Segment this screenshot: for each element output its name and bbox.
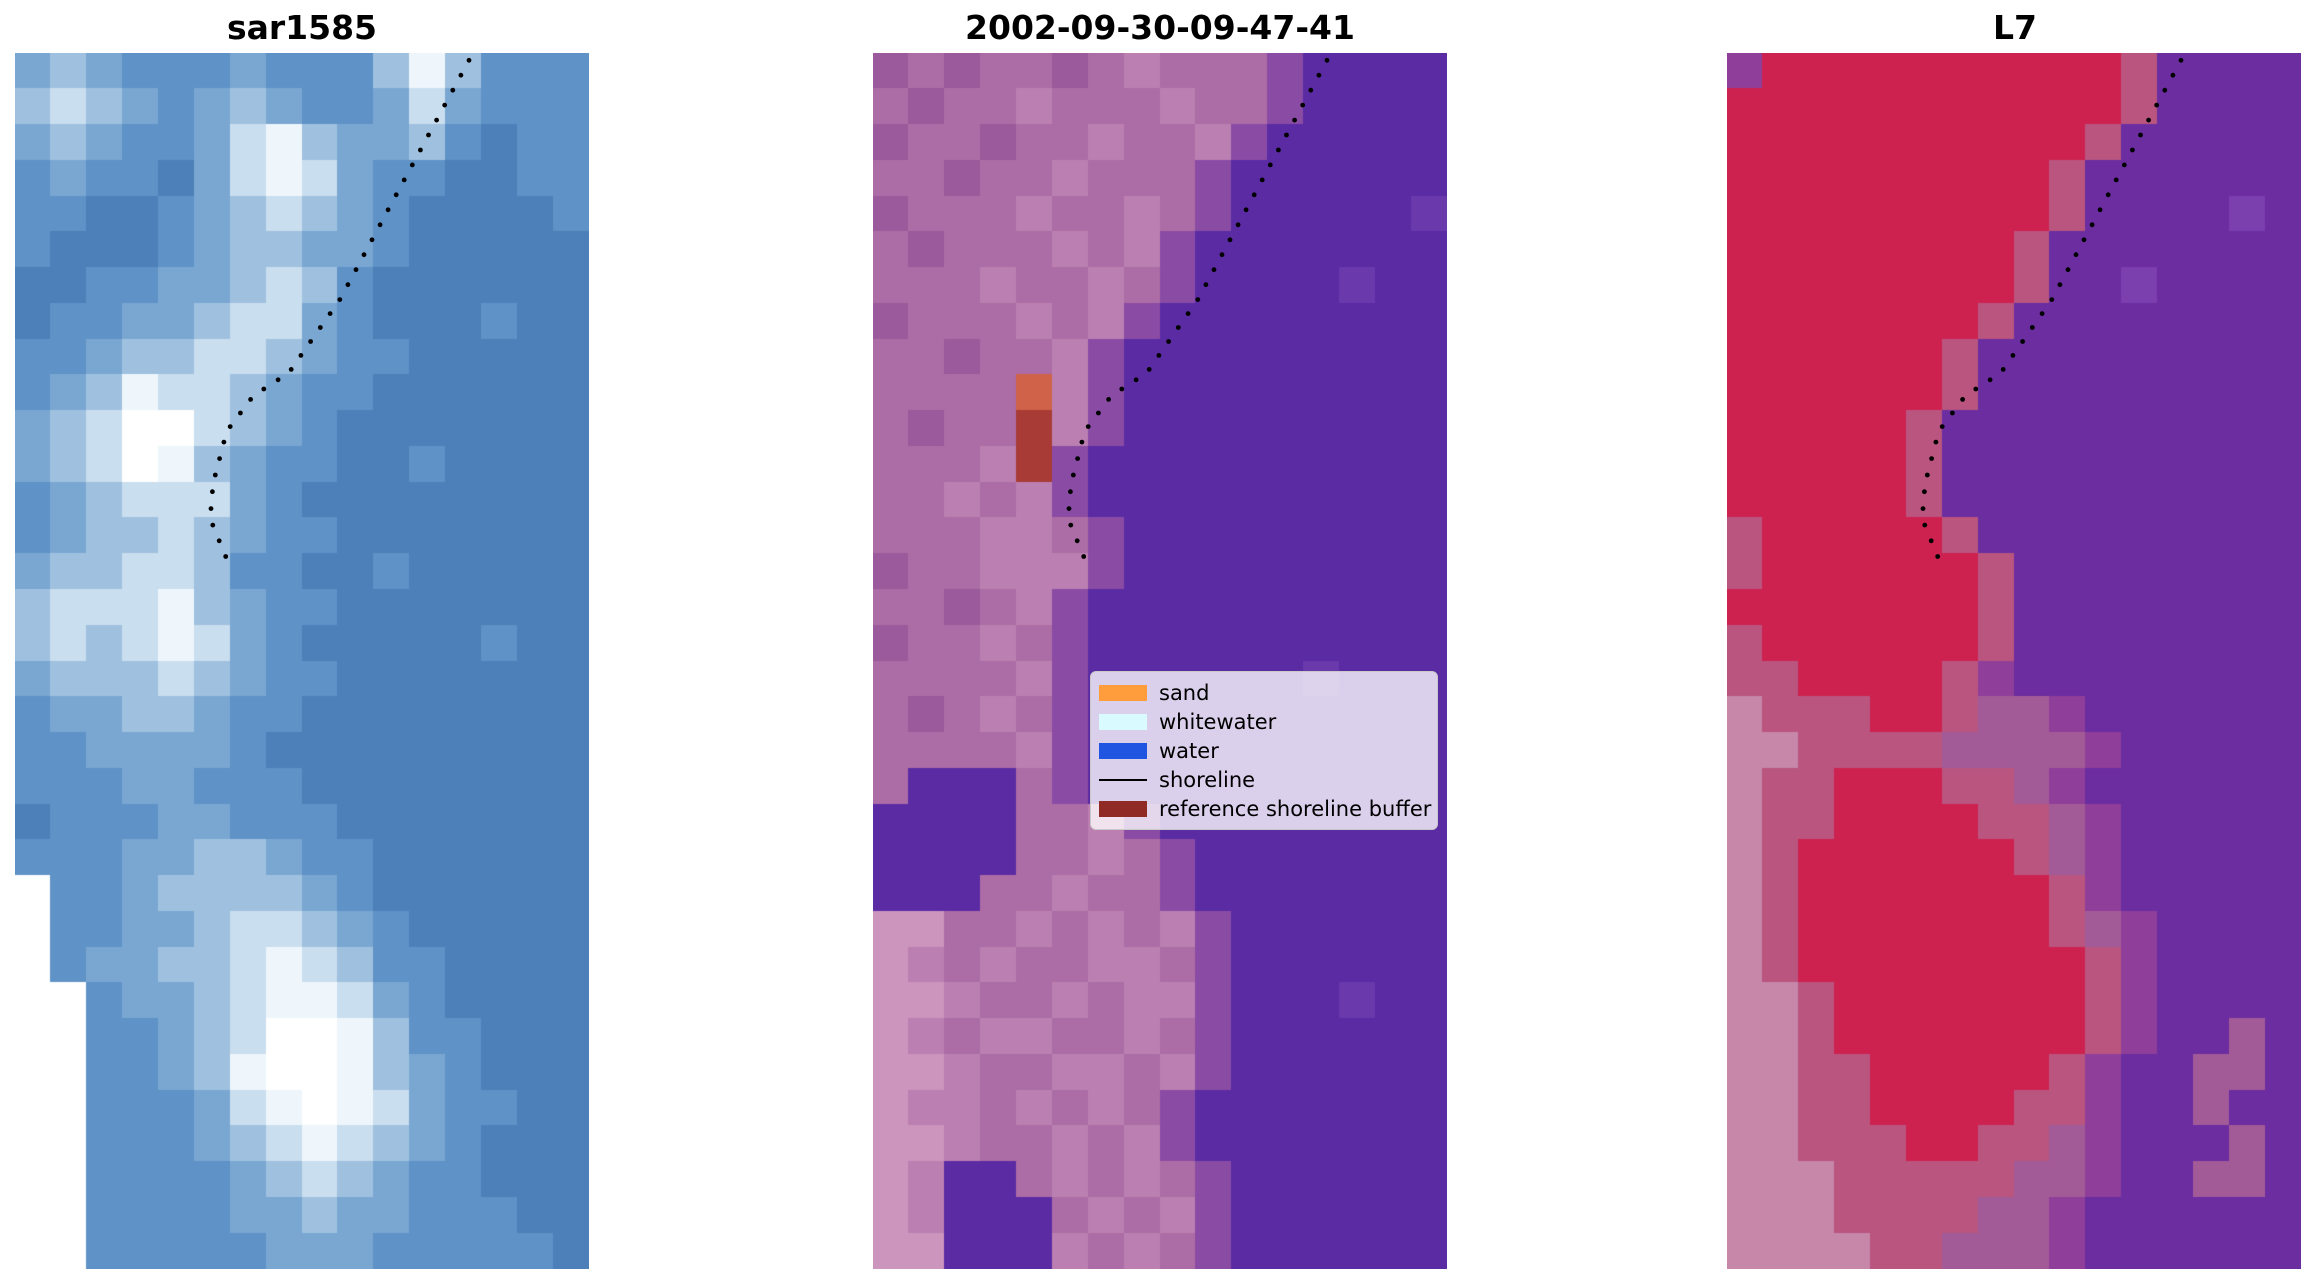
classified-image (873, 53, 1447, 1269)
legend-label: reference shoreline buffer (1159, 796, 1432, 821)
legend-line-swatch (1099, 778, 1147, 781)
legend-color-swatch (1099, 742, 1147, 759)
satellite-image-l7 (1727, 53, 2301, 1269)
panel-classified: sand whitewater water shoreline reference sh… (873, 53, 1447, 1269)
legend-entry-reference-shoreline-buffer: reference shoreline buffer (1099, 795, 1432, 823)
panel-title-date: 2002-09-30-09-47-41 (965, 8, 1355, 47)
panel-title-sar1585: sar1585 (226, 8, 378, 47)
legend-label: whitewater (1159, 709, 1277, 734)
panel-sar1585 (15, 53, 589, 1269)
legend-label: shoreline (1159, 767, 1256, 792)
legend-entry-water: water (1099, 737, 1429, 765)
legend-entry-whitewater: whitewater (1099, 708, 1429, 736)
legend: sand whitewater water shoreline reference sh… (1090, 671, 1438, 830)
legend-entry-sand: sand (1099, 679, 1429, 707)
panel-title-l7: L7 (1993, 8, 2037, 47)
legend-color-swatch (1099, 713, 1147, 730)
legend-label: sand (1159, 680, 1210, 705)
legend-label: water (1159, 738, 1219, 763)
satellite-image-sar1585 (15, 53, 589, 1269)
legend-color-swatch (1099, 800, 1147, 817)
legend-entry-shoreline: shoreline (1099, 766, 1429, 794)
panel-l7 (1727, 53, 2301, 1269)
legend-color-swatch (1099, 684, 1147, 701)
